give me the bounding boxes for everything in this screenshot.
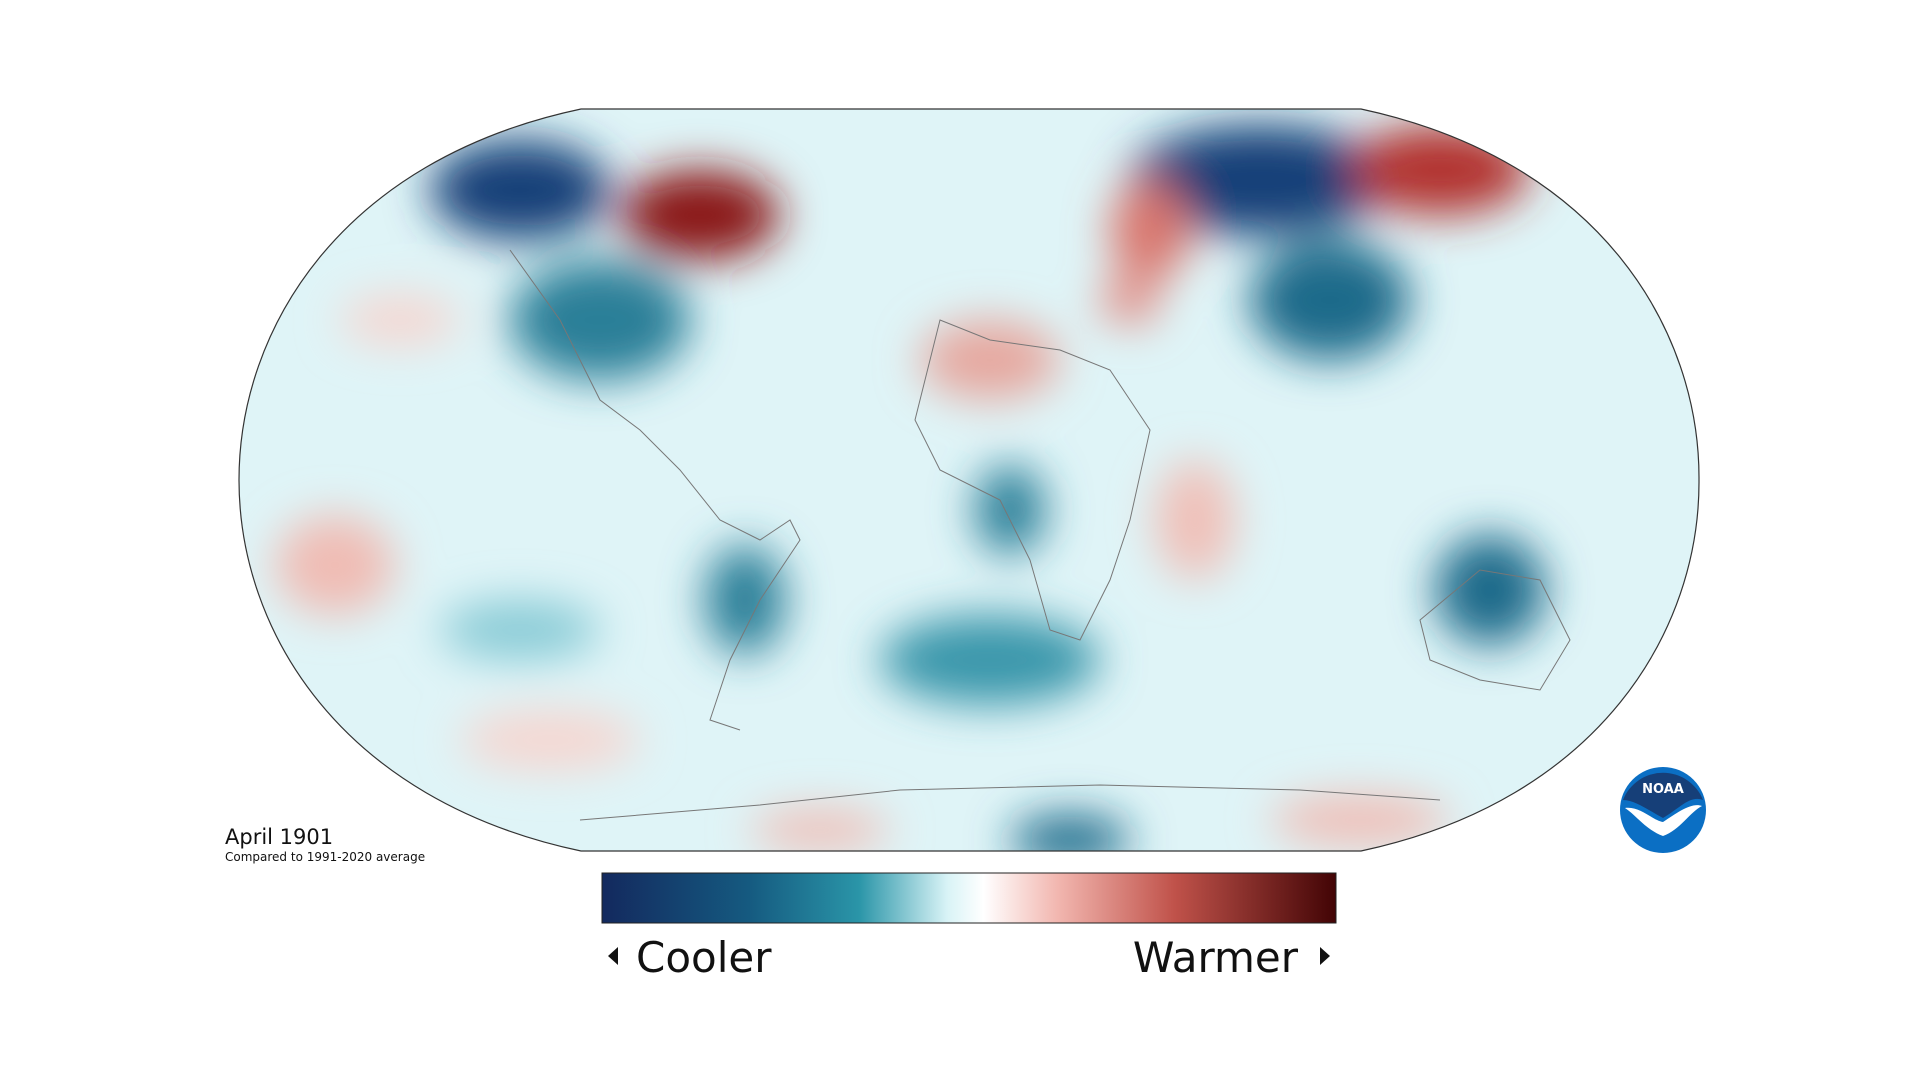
color-bar xyxy=(601,872,1337,924)
map-border xyxy=(238,108,1700,852)
map-title: April 1901 xyxy=(225,825,333,849)
warmer-label: Warmer xyxy=(1133,933,1299,982)
logo-text: NOAA xyxy=(1642,782,1684,797)
anomaly-map xyxy=(239,109,1700,851)
cooler-label: Cooler xyxy=(636,933,772,982)
right-arrow xyxy=(1320,947,1330,965)
map-subtitle: Compared to 1991-2020 average xyxy=(225,850,425,864)
left-arrow xyxy=(608,947,618,965)
noaa-logo: NOAA xyxy=(1620,767,1706,853)
